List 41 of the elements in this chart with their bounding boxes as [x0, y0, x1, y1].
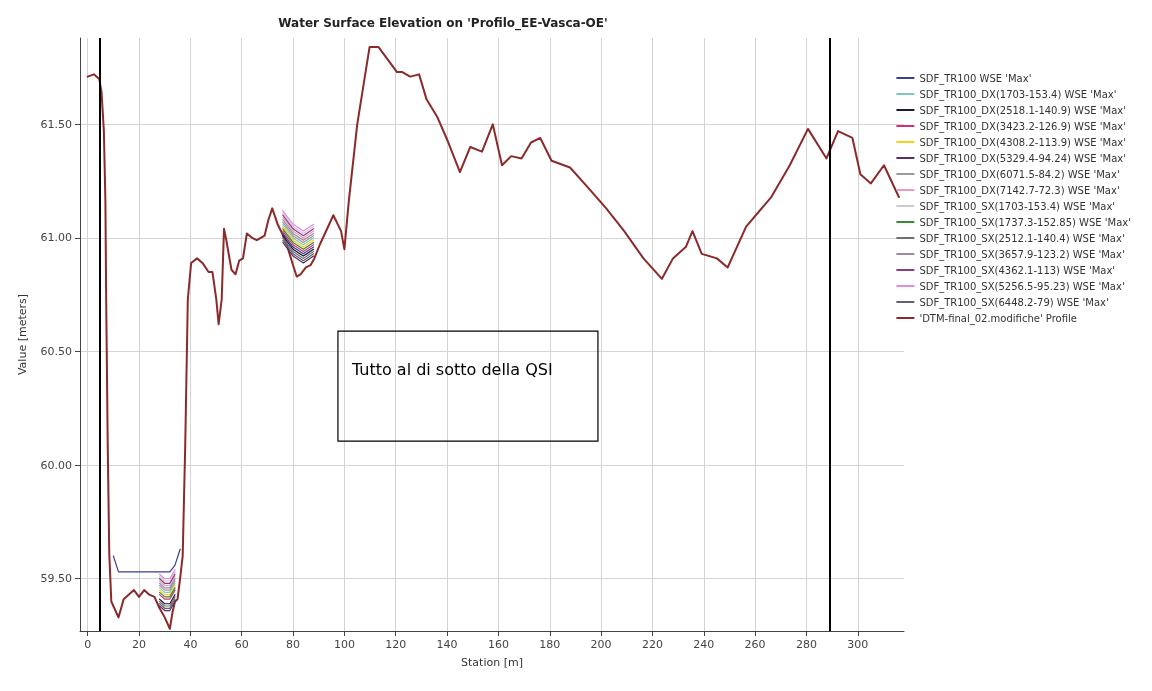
y-tick-label: 60.50: [40, 345, 72, 359]
x-tick-label: 60: [234, 638, 249, 651]
legend-label: SDF_TR100_SX(6448.2-79) WSE 'Max': [919, 296, 1109, 309]
x-tick-label: 180: [539, 638, 561, 651]
x-tick-label: 260: [744, 638, 766, 651]
x-tick-label: 240: [693, 638, 715, 651]
legend-label: SDF_TR100_DX(2518.1-140.9) WSE 'Max': [919, 104, 1126, 117]
x-tick-label: 220: [641, 638, 663, 651]
legend-label: SDF_TR100_DX(1703-153.4) WSE 'Max': [919, 88, 1117, 101]
legend-label: SDF_TR100_DX(7142.7-72.3) WSE 'Max': [919, 184, 1120, 197]
legend-label: SDF_TR100_SX(4362.1-113) WSE 'Max': [919, 264, 1116, 277]
x-tick-label: 200: [590, 638, 612, 651]
y-tick-label: 59.50: [40, 572, 72, 586]
x-tick-label: 140: [436, 638, 458, 651]
legend-label: SDF_TR100_SX(3657.9-123.2) WSE 'Max': [919, 248, 1125, 261]
chart-title: Water Surface Elevation on 'Profilo_EE-Vasca-OE': [278, 16, 608, 31]
y-axis-title: Value [meters]: [16, 293, 29, 376]
x-tick-label: 120: [385, 638, 407, 651]
legend-label: 'DTM-final_02.modifiche' Profile: [919, 312, 1077, 325]
x-tick-label: 0: [84, 638, 92, 651]
legend-label: SDF_TR100_DX(4308.2-113.9) WSE 'Max': [919, 136, 1126, 149]
x-tick-label: 300: [847, 638, 869, 651]
y-tick-label: 61.50: [40, 117, 72, 131]
legend-label: SDF_TR100 WSE 'Max': [919, 72, 1032, 85]
annotation: Tutto al di sotto della QSI: [350, 359, 553, 379]
y-tick-label: 60.00: [40, 458, 72, 472]
legend-label: SDF_TR100_SX(2512.1-140.4) WSE 'Max': [919, 232, 1125, 245]
legend-label: SDF_TR100_DX(3423.2-126.9) WSE 'Max': [919, 120, 1126, 133]
x-tick-label: 20: [132, 638, 147, 651]
legend-label: SDF_TR100_SX(5256.5-95.23) WSE 'Max': [919, 280, 1125, 293]
legend-label: SDF_TR100_DX(6071.5-84.2) WSE 'Max': [919, 168, 1120, 181]
x-tick-label: 160: [487, 638, 509, 651]
legend-label: SDF_TR100_SX(1737.3-152.85) WSE 'Max': [919, 216, 1132, 229]
x-tick-label: 40: [183, 638, 198, 651]
x-tick-label: 80: [286, 638, 301, 651]
y-tick-label: 61.00: [40, 231, 72, 245]
legend-label: SDF_TR100_SX(1703-153.4) WSE 'Max': [919, 200, 1116, 213]
x-tick-label: 100: [333, 638, 355, 651]
legend-label: SDF_TR100_DX(5329.4-94.24) WSE 'Max': [919, 152, 1126, 165]
x-tick-label: 280: [795, 638, 817, 651]
x-axis-title: Station [m]: [461, 656, 523, 669]
